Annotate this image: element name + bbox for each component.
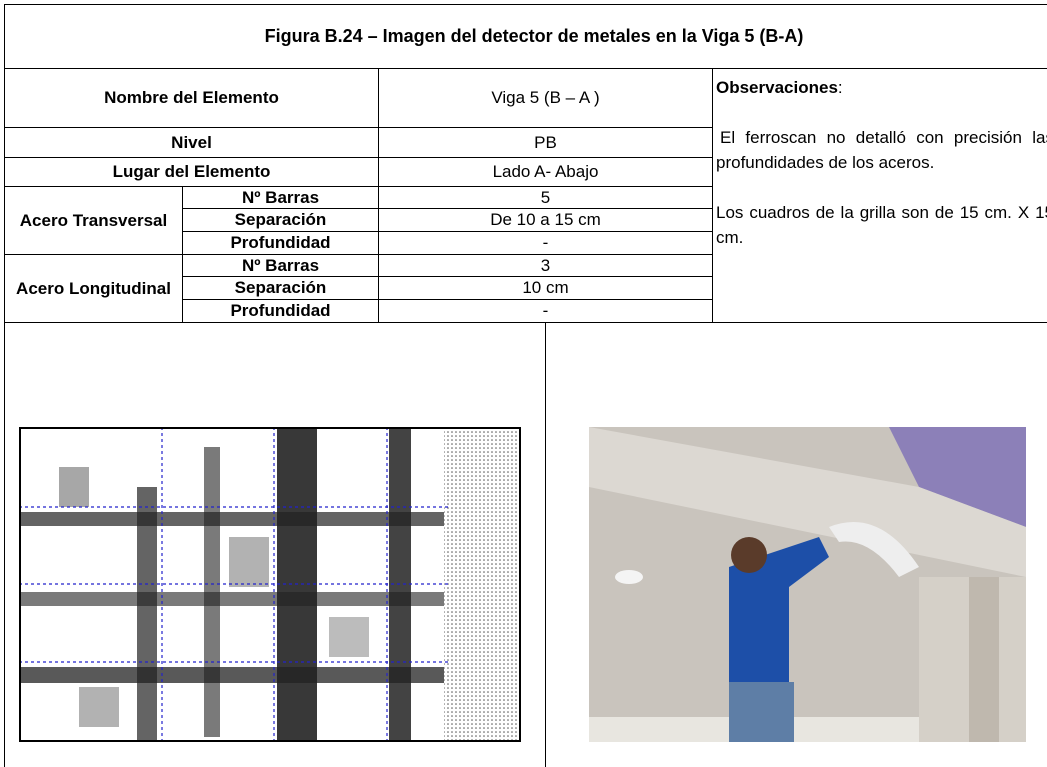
value-cell: - [378, 299, 713, 323]
label-cell: Lugar del Elemento [4, 157, 379, 187]
label-cell: Nº Barras [182, 254, 379, 277]
scan-image [19, 427, 521, 742]
value-cell: 5 [378, 186, 713, 209]
value-cell: PB [378, 127, 713, 158]
label-cell: Profundidad [182, 299, 379, 323]
observation-text: Los cuadros de la grilla son de 15 cm. X… [716, 203, 1047, 247]
photo [589, 427, 1026, 742]
observations-colon: : [837, 78, 843, 97]
value-cell: 3 [378, 254, 713, 277]
label-cell: Nombre del Elemento [4, 68, 379, 128]
value-cell: 10 cm [378, 276, 713, 300]
value-cell: Viga 5 (B – A ) [378, 68, 713, 128]
label-cell: Separación [182, 208, 379, 232]
observations-heading: Observaciones: [716, 75, 1047, 100]
label-cell: Nº Barras [182, 186, 379, 209]
group-cell: Acero Transversal [4, 186, 183, 255]
value-cell: De 10 a 15 cm [378, 208, 713, 232]
observations-cell: Observaciones: El ferroscan no detalló c… [712, 68, 1047, 323]
value-cell: - [378, 231, 713, 255]
observations-label: Observaciones [716, 78, 838, 97]
observation-text: El ferroscan no detalló con precisión la… [716, 128, 1047, 172]
label-cell: Profundidad [182, 231, 379, 255]
label-cell: Nivel [4, 127, 379, 158]
image-cell [545, 322, 1047, 767]
label-cell: Separación [182, 276, 379, 300]
title: Figura B.24 – Imagen del detector de met… [4, 4, 1047, 69]
group-cell: Acero Longitudinal [4, 254, 183, 323]
value-cell: Lado A- Abajo [378, 157, 713, 187]
